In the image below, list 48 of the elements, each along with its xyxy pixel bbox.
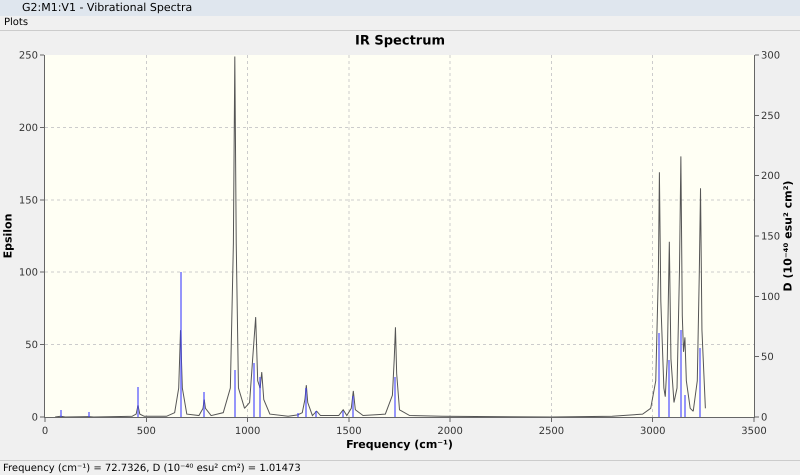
x-axis-title: Frequency (cm⁻¹) (346, 438, 453, 452)
y-tick-label: 100 (18, 268, 38, 279)
text: Frequency (cm⁻¹) = 72.7326, D (10⁻⁴⁰ esu² cm²) = 1.01473 (0, 460, 800, 475)
y2-tick-label: 100 (761, 292, 780, 303)
y2-tick-label: 0 (761, 412, 768, 424)
bar (297, 413, 299, 417)
text: G2:M1:V1 - Vibrational Spectra (0, 0, 800, 16)
y2-tick-label: 250 (761, 110, 780, 122)
y2-tick-label: 200 (761, 171, 780, 182)
y2-tick-label: 50 (761, 352, 774, 364)
bar (88, 412, 90, 417)
bar (259, 377, 261, 417)
x-tick-label: 2500 (538, 426, 564, 437)
x-tick-label: 3500 (741, 426, 767, 437)
bar (137, 387, 139, 417)
y-tick-label: 250 (18, 50, 38, 62)
bar (352, 396, 354, 417)
x-tick-label: 1500 (336, 426, 362, 437)
bar (658, 333, 660, 417)
y-tick-label: 150 (18, 195, 38, 206)
x-tick-label: 500 (136, 426, 156, 437)
bar (315, 411, 317, 417)
bar (394, 377, 396, 417)
x-tick-label: 0 (42, 426, 48, 437)
y-tick-label: 200 (18, 122, 38, 134)
bar (680, 330, 682, 417)
y-tick-label: 50 (25, 340, 38, 352)
bar (305, 388, 307, 417)
chart-title: IR Spectrum (355, 34, 445, 49)
bar (203, 392, 205, 417)
y2-tick-label: 300 (761, 50, 780, 62)
bar (234, 370, 236, 417)
y-axis-title: Epsilon (2, 214, 15, 258)
bar (180, 272, 182, 417)
x-tick-label: 2000 (437, 426, 463, 437)
line-series (54, 56, 706, 417)
x-tick-label: 3000 (640, 426, 666, 437)
y2-axis-title: D (10⁻⁴⁰ esu² cm²) (781, 180, 794, 292)
y2-tick-label: 150 (761, 232, 780, 242)
bar (253, 363, 255, 417)
x-tick-label: 1000 (234, 426, 260, 437)
y-tick-label: 0 (32, 412, 38, 424)
bar (342, 411, 344, 417)
bar (684, 395, 686, 417)
bar (60, 410, 62, 417)
text: Plots (0, 16, 800, 31)
bar (699, 348, 701, 417)
bar (668, 360, 670, 417)
